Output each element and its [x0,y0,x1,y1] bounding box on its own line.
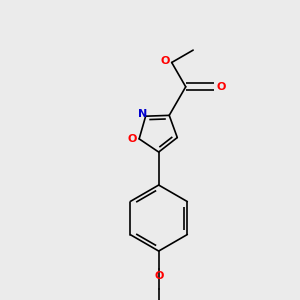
Text: O: O [154,271,164,281]
Text: O: O [160,56,169,67]
Text: N: N [138,109,147,119]
Text: O: O [128,134,137,144]
Text: O: O [216,82,226,92]
